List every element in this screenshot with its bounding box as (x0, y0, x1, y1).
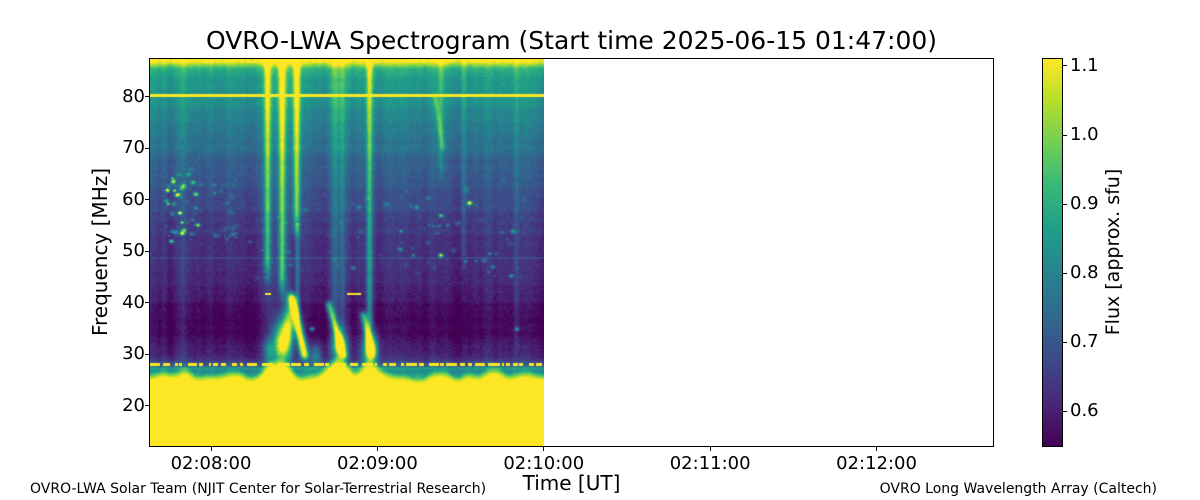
colorbar-tick-label: 0.6 (1070, 400, 1099, 422)
colorbar-label: Flux [approx. sfu] (1102, 168, 1124, 336)
y-tick-label: 40 (122, 291, 145, 313)
y-tick-label: 30 (122, 343, 145, 365)
y-tick-mark (145, 405, 149, 407)
x-tick-mark (543, 447, 545, 451)
y-tick-mark (145, 147, 149, 149)
colorbar-tick-label: 0.7 (1070, 331, 1099, 353)
x-tick-mark (876, 447, 878, 451)
x-tick-mark (709, 447, 711, 451)
chart-title: OVRO-LWA Spectrogram (Start time 2025-06… (205, 26, 938, 55)
y-tick-label: 70 (122, 137, 145, 159)
colorbar-tick-label: 1.1 (1070, 54, 1099, 76)
x-tick-label: 02:11:00 (669, 453, 751, 474)
y-tick-label: 60 (122, 188, 145, 210)
x-tick-mark (376, 447, 378, 451)
y-tick-label: 20 (122, 394, 145, 416)
y-tick-label: 80 (122, 85, 145, 107)
x-tick-label: 02:10:00 (503, 453, 585, 474)
y-tick-mark (145, 302, 149, 304)
credit-right: OVRO Long Wavelength Array (Caltech) (879, 481, 1157, 497)
colorbar-tick-label: 0.9 (1070, 193, 1099, 215)
colorbar-tick-mark (1063, 203, 1067, 205)
credit-left: OVRO-LWA Solar Team (NJIT Center for Sol… (30, 481, 487, 497)
y-tick-label: 50 (122, 240, 145, 262)
x-axis-label: Time [UT] (522, 471, 621, 495)
colorbar (1042, 58, 1063, 447)
y-tick-mark (145, 250, 149, 252)
colorbar-tick-mark (1063, 272, 1067, 274)
y-tick-mark (145, 199, 149, 201)
plot-area (149, 58, 994, 447)
x-tick-mark (210, 447, 212, 451)
x-tick-label: 02:09:00 (336, 453, 418, 474)
y-tick-mark (145, 96, 149, 98)
colorbar-tick-mark (1063, 134, 1067, 136)
colorbar-tick-mark (1063, 65, 1067, 67)
x-tick-label: 02:12:00 (836, 453, 917, 474)
colorbar-tick-mark (1063, 410, 1067, 412)
colorbar-tick-label: 1.0 (1070, 124, 1099, 146)
y-tick-mark (145, 353, 149, 355)
colorbar-tick-mark (1063, 341, 1067, 343)
x-tick-label: 02:08:00 (170, 453, 252, 474)
colorbar-tick-label: 0.8 (1070, 262, 1099, 284)
spectrogram-canvas (150, 59, 544, 446)
